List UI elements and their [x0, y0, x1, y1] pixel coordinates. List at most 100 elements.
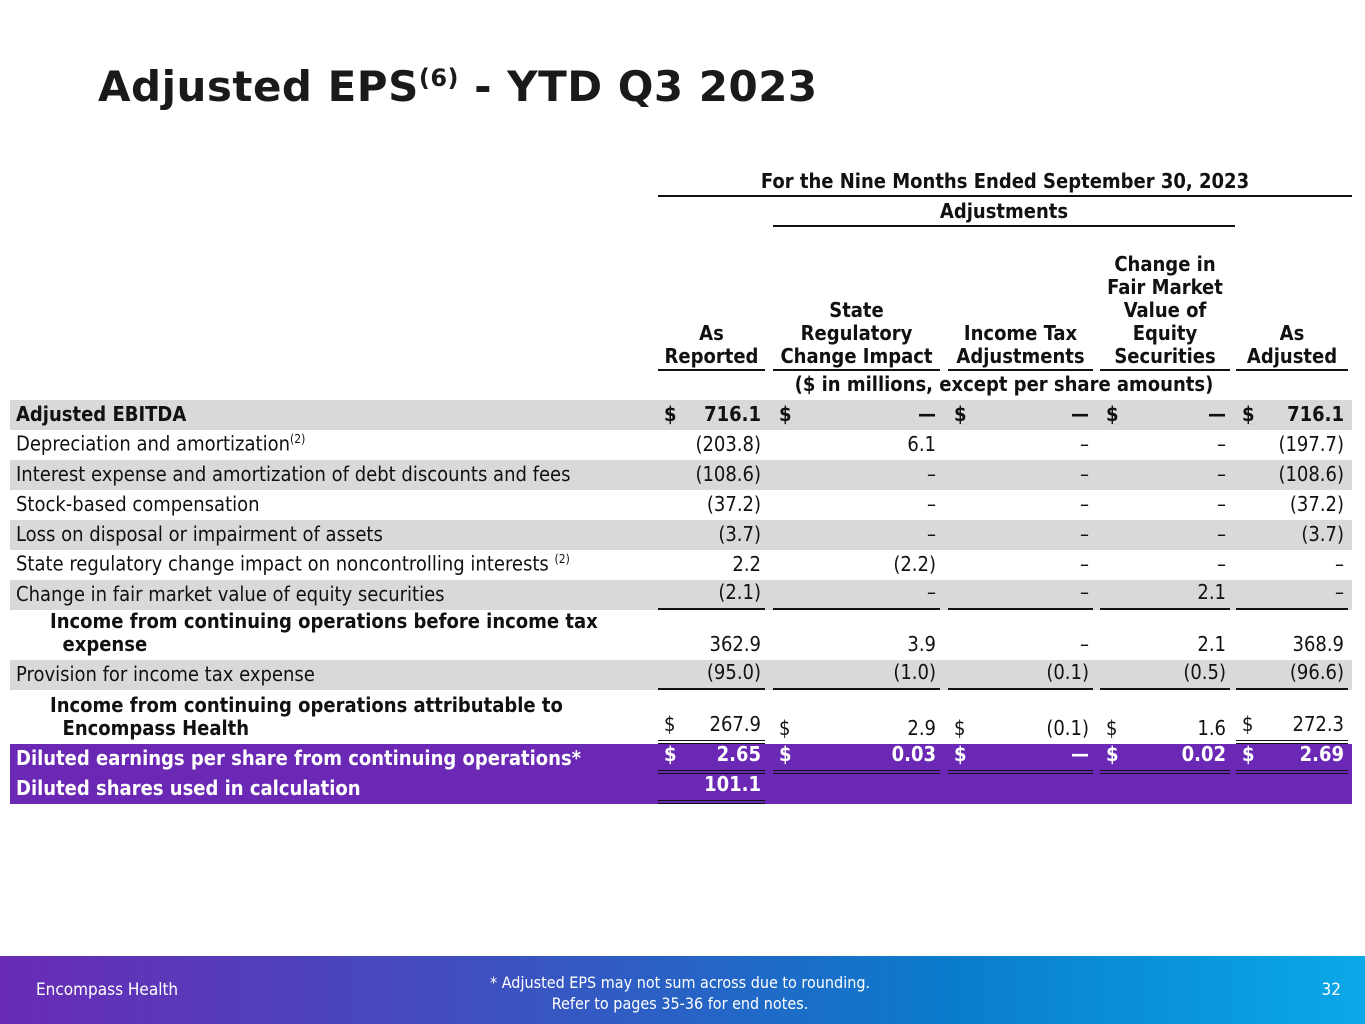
value: – — [927, 522, 936, 546]
currency-symbol: $ — [1242, 402, 1255, 426]
value-cell: (0.5) — [1100, 660, 1230, 690]
value-cell: (0.1) — [948, 660, 1093, 690]
value-cell: – — [948, 490, 1093, 520]
page-title: Adjusted EPS(6) - YTD Q3 2023 — [98, 62, 818, 111]
row-label: Loss on disposal or impairment of assets — [16, 522, 383, 546]
row-label: Stock-based compensation — [16, 492, 260, 516]
units-note: ($ in millions, except per share amounts… — [794, 372, 1214, 396]
value: – — [1080, 462, 1089, 486]
company-name: Encompass Health — [36, 980, 179, 1000]
value-cell: $ — — [948, 400, 1093, 430]
value: 2.65 — [716, 742, 761, 766]
value-cell: $0.02 — [1100, 742, 1230, 774]
value-cell: 368.9 — [1236, 610, 1348, 660]
column-header-underline — [1100, 369, 1230, 371]
value-cell: – — [948, 580, 1093, 610]
value-cell: – — [1100, 550, 1230, 580]
value-cell: (3.7) — [658, 520, 765, 550]
value: (2.1) — [718, 580, 761, 604]
value: — — [918, 402, 936, 426]
value-cell: – — [1100, 430, 1230, 460]
value: 2.9 — [907, 716, 936, 740]
value: (37.2) — [706, 492, 761, 516]
value-cell: 362.9 — [658, 610, 765, 660]
currency-symbol: $ — [1242, 712, 1254, 736]
currency-symbol: $ — [664, 402, 677, 426]
currency-symbol: $ — [779, 716, 791, 740]
table-row: Loss on disposal or impairment of assets… — [10, 520, 1352, 550]
value: – — [1080, 522, 1089, 546]
value: (197.7) — [1278, 432, 1344, 456]
value-cell: – — [948, 520, 1093, 550]
table-row: Change in fair market value of equity se… — [10, 580, 1352, 610]
value-cell: (1.0) — [773, 660, 940, 690]
value-cell: (37.2) — [658, 490, 765, 520]
value-cell: – — [1100, 520, 1230, 550]
value-cell: – — [948, 460, 1093, 490]
value: – — [1080, 432, 1089, 456]
value-cell: $267.9 — [658, 690, 765, 744]
currency-symbol: $ — [954, 742, 967, 766]
value-cell: – — [773, 580, 940, 610]
value-cell: (2.2) — [773, 550, 940, 580]
value: 2.1 — [1197, 632, 1226, 656]
value: 267.9 — [709, 712, 762, 736]
value-cell: $2.65 — [658, 742, 765, 774]
value: – — [927, 492, 936, 516]
value-cell: $ — — [773, 400, 940, 430]
table-row: Income from continuing operations attrib… — [10, 690, 1352, 744]
value-cell: (108.6) — [1236, 460, 1348, 490]
value: – — [1080, 552, 1089, 576]
value-cell: – — [948, 430, 1093, 460]
value: — — [1071, 742, 1089, 766]
value-cell: 2.2 — [658, 550, 765, 580]
row-label: Provision for income tax expense — [16, 662, 315, 686]
column-header: State Regulatory Change Impact — [780, 298, 933, 368]
row-label: Depreciation and amortization(2) — [16, 432, 306, 456]
value-cell: – — [1100, 460, 1230, 490]
value-cell: $ — — [948, 742, 1093, 774]
value-cell: 3.9 — [773, 610, 940, 660]
value-cell: (197.7) — [1236, 430, 1348, 460]
value-cell: (203.8) — [658, 430, 765, 460]
value-cell: $1.6 — [1100, 690, 1230, 744]
value-cell: (95.0) — [658, 660, 765, 690]
value: (96.6) — [1289, 660, 1344, 684]
table-row: Income from continuing operations before… — [10, 610, 1352, 660]
currency-symbol: $ — [664, 742, 677, 766]
table-row: Interest expense and amortization of deb… — [10, 460, 1352, 490]
row-label: Diluted earnings per share from continui… — [16, 746, 582, 770]
value-cell: – — [1100, 490, 1230, 520]
value: 3.9 — [907, 632, 936, 656]
column-header: As Reported — [664, 321, 759, 368]
table-row: Provision for income tax expense (95.0) (1… — [10, 660, 1352, 690]
value: 6.1 — [907, 432, 936, 456]
value-cell: – — [1236, 550, 1348, 580]
value: (0.5) — [1183, 660, 1226, 684]
value: – — [1080, 492, 1089, 516]
value: – — [1217, 552, 1226, 576]
value: 1.6 — [1197, 716, 1226, 740]
column-header: As Adjusted — [1246, 321, 1338, 368]
currency-symbol: $ — [1106, 402, 1119, 426]
adjustments-underline — [773, 225, 1235, 227]
value: (95.0) — [706, 660, 761, 684]
value-cell: $ — — [1100, 400, 1230, 430]
value-cell: (2.1) — [658, 580, 765, 610]
value: 2.1 — [1197, 580, 1226, 604]
value-cell: $716.1 — [1236, 400, 1348, 430]
value-cell: – — [773, 520, 940, 550]
value-cell: (37.2) — [1236, 490, 1348, 520]
value: (108.6) — [695, 462, 761, 486]
column-header-underline — [1236, 369, 1348, 371]
value: – — [1335, 580, 1344, 604]
value: (3.7) — [1301, 522, 1344, 546]
value: (3.7) — [718, 522, 761, 546]
row-label: State regulatory change impact on noncon… — [16, 552, 570, 576]
column-header: Change in Fair Market Value of Equity Se… — [1107, 252, 1223, 368]
currency-symbol: $ — [954, 402, 967, 426]
value: – — [1217, 432, 1226, 456]
column-header-underline — [948, 369, 1093, 371]
value: 272.3 — [1292, 712, 1345, 736]
value-cell: $2.9 — [773, 690, 940, 744]
